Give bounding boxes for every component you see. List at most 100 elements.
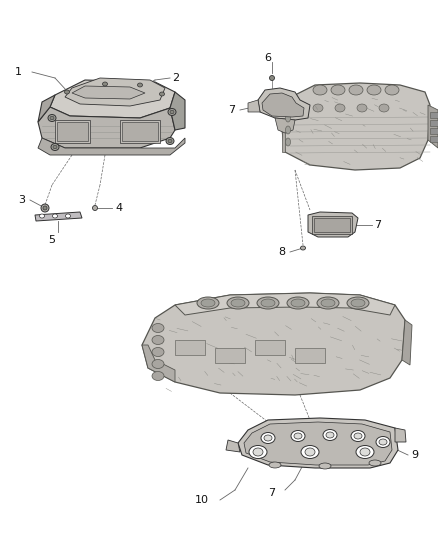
Ellipse shape [300,246,305,250]
Polygon shape [122,122,158,141]
Ellipse shape [369,460,381,466]
Ellipse shape [385,85,399,95]
Ellipse shape [379,439,387,445]
Polygon shape [35,212,82,221]
Ellipse shape [197,297,219,309]
Ellipse shape [66,214,71,218]
Text: 7: 7 [228,105,235,115]
Bar [430,136,438,142]
Polygon shape [308,212,358,237]
Ellipse shape [39,214,45,218]
Bar [430,128,438,134]
Ellipse shape [331,85,345,95]
Ellipse shape [53,146,57,149]
Ellipse shape [326,432,334,438]
Ellipse shape [357,104,367,112]
Polygon shape [120,120,160,143]
Polygon shape [258,88,310,120]
Polygon shape [244,422,392,465]
Ellipse shape [287,297,309,309]
Text: 5: 5 [49,235,56,245]
Polygon shape [248,100,260,112]
Polygon shape [57,122,88,141]
Text: 3: 3 [18,195,25,205]
Polygon shape [170,92,185,130]
Text: 8: 8 [278,247,285,257]
Ellipse shape [43,206,47,210]
Ellipse shape [102,82,107,86]
Ellipse shape [349,85,363,95]
Ellipse shape [321,299,335,307]
Text: 9: 9 [411,450,418,460]
Polygon shape [226,440,240,452]
Bar [314,218,350,232]
Ellipse shape [286,138,290,146]
Ellipse shape [294,433,302,439]
Ellipse shape [41,204,49,212]
Polygon shape [428,105,438,148]
Polygon shape [142,345,175,382]
Ellipse shape [261,299,275,307]
Polygon shape [65,78,165,106]
Polygon shape [142,293,405,395]
Ellipse shape [227,297,249,309]
Polygon shape [38,107,175,148]
Ellipse shape [48,115,56,122]
Ellipse shape [50,116,54,120]
Polygon shape [238,418,398,468]
Ellipse shape [249,446,267,458]
Ellipse shape [269,76,275,80]
Ellipse shape [152,372,164,381]
Ellipse shape [323,430,337,440]
Ellipse shape [301,446,319,458]
Ellipse shape [319,463,331,469]
Ellipse shape [152,348,164,357]
Ellipse shape [159,92,165,96]
Polygon shape [175,293,395,315]
Ellipse shape [286,126,290,134]
Polygon shape [72,86,145,99]
Ellipse shape [360,448,370,456]
Bar [430,112,438,118]
Ellipse shape [291,299,305,307]
Ellipse shape [166,138,174,144]
Ellipse shape [379,104,389,112]
Polygon shape [395,428,406,442]
Ellipse shape [152,324,164,333]
Text: 4: 4 [115,203,122,213]
Text: 2: 2 [172,73,179,83]
Ellipse shape [201,299,215,307]
Text: 10: 10 [195,495,209,505]
Ellipse shape [313,104,323,112]
Polygon shape [38,138,185,155]
Ellipse shape [152,335,164,344]
Ellipse shape [351,299,365,307]
Text: 7: 7 [374,220,381,230]
Ellipse shape [168,109,176,116]
Polygon shape [275,118,295,133]
Ellipse shape [269,462,281,468]
Polygon shape [282,83,430,170]
Ellipse shape [376,437,390,448]
Polygon shape [262,93,304,117]
Text: 6: 6 [265,53,272,63]
Ellipse shape [347,297,369,309]
Ellipse shape [231,299,245,307]
Ellipse shape [305,448,315,456]
Ellipse shape [51,143,59,150]
Ellipse shape [152,359,164,368]
Ellipse shape [264,435,272,441]
Ellipse shape [168,139,172,143]
Polygon shape [175,340,205,355]
Polygon shape [38,95,55,122]
Ellipse shape [138,83,142,87]
Ellipse shape [354,433,362,439]
Text: 7: 7 [268,488,276,498]
Ellipse shape [317,297,339,309]
Ellipse shape [313,85,327,95]
Polygon shape [282,112,285,152]
Polygon shape [295,348,325,363]
Polygon shape [215,348,245,363]
Ellipse shape [53,214,57,218]
Ellipse shape [291,431,305,441]
